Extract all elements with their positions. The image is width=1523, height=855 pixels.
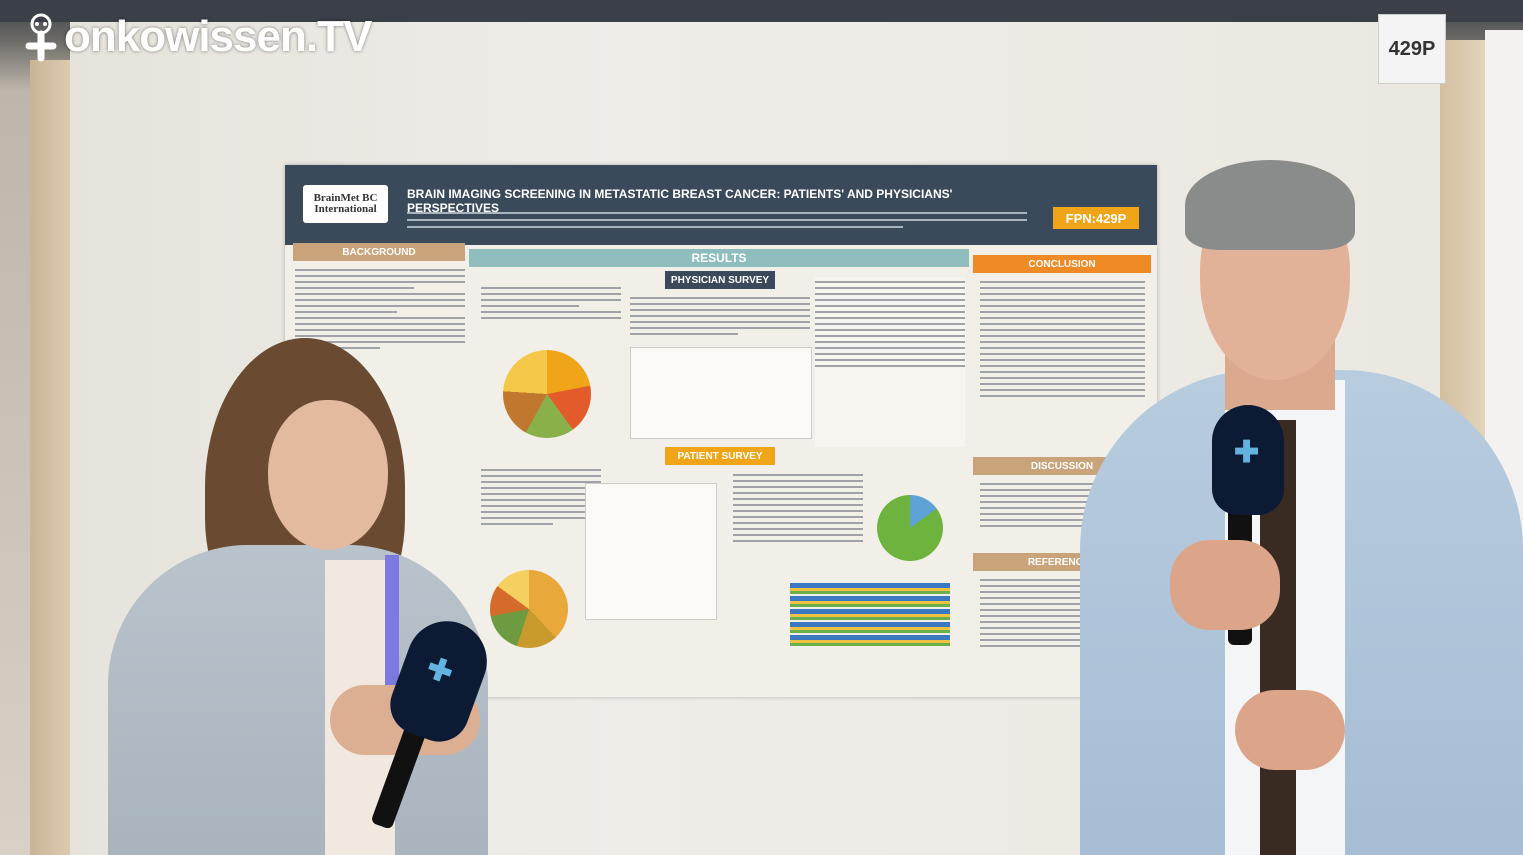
references-text (980, 575, 1145, 651)
scientific-poster: BrainMet BC International BRAIN IMAGING … (285, 165, 1157, 697)
channel-watermark: onkowissen.TV (18, 12, 372, 62)
section-conclusion: CONCLUSION (973, 255, 1151, 273)
section-patient-survey: PATIENT SURVEY (665, 447, 775, 465)
man-hair (1185, 160, 1355, 250)
woman-face (268, 400, 388, 550)
physician-table (630, 347, 812, 439)
section-background: BACKGROUND (293, 243, 465, 261)
owl-cross-icon: ✚ (422, 651, 458, 691)
right-microphone: ✚ (1212, 405, 1284, 515)
physician-intro-text (481, 283, 621, 323)
patient-bar-chart (790, 583, 950, 648)
background-text (295, 265, 465, 353)
booth-number-tag: 429P (1378, 14, 1446, 84)
owl-cross-icon: ✚ (1234, 436, 1260, 469)
patient-text (481, 465, 601, 529)
wooden-frame-left (30, 60, 70, 855)
section-physician-survey: PHYSICIAN SURVEY (665, 271, 775, 289)
poster-header: BrainMet BC International BRAIN IMAGING … (285, 165, 1157, 245)
poster-authors (407, 207, 1027, 237)
section-results: RESULTS (469, 249, 969, 267)
woman-lanyard (385, 555, 399, 705)
patient-results-text (733, 470, 863, 546)
physician-pie-chart (503, 350, 591, 438)
patient-pie-chart (490, 570, 568, 648)
poster-code: FPN:429P (1053, 207, 1139, 229)
patient-demographics-table (585, 483, 717, 620)
discussion-text (980, 479, 1145, 531)
poster-title: BRAIN IMAGING SCREENING IN METASTATIC BR… (407, 187, 953, 215)
channel-name: onkowissen.TV (64, 12, 372, 61)
ceiling (0, 0, 1523, 22)
patient-attitude-pie (877, 495, 943, 561)
owl-cross-icon (18, 12, 64, 62)
man-hand-holding-mic (1170, 540, 1280, 630)
conclusion-text (980, 277, 1145, 401)
physician-text (630, 293, 810, 339)
poster-logo: BrainMet BC International (303, 185, 388, 223)
physician-attitude-table (815, 277, 965, 447)
man-gesturing-hand (1235, 690, 1345, 770)
